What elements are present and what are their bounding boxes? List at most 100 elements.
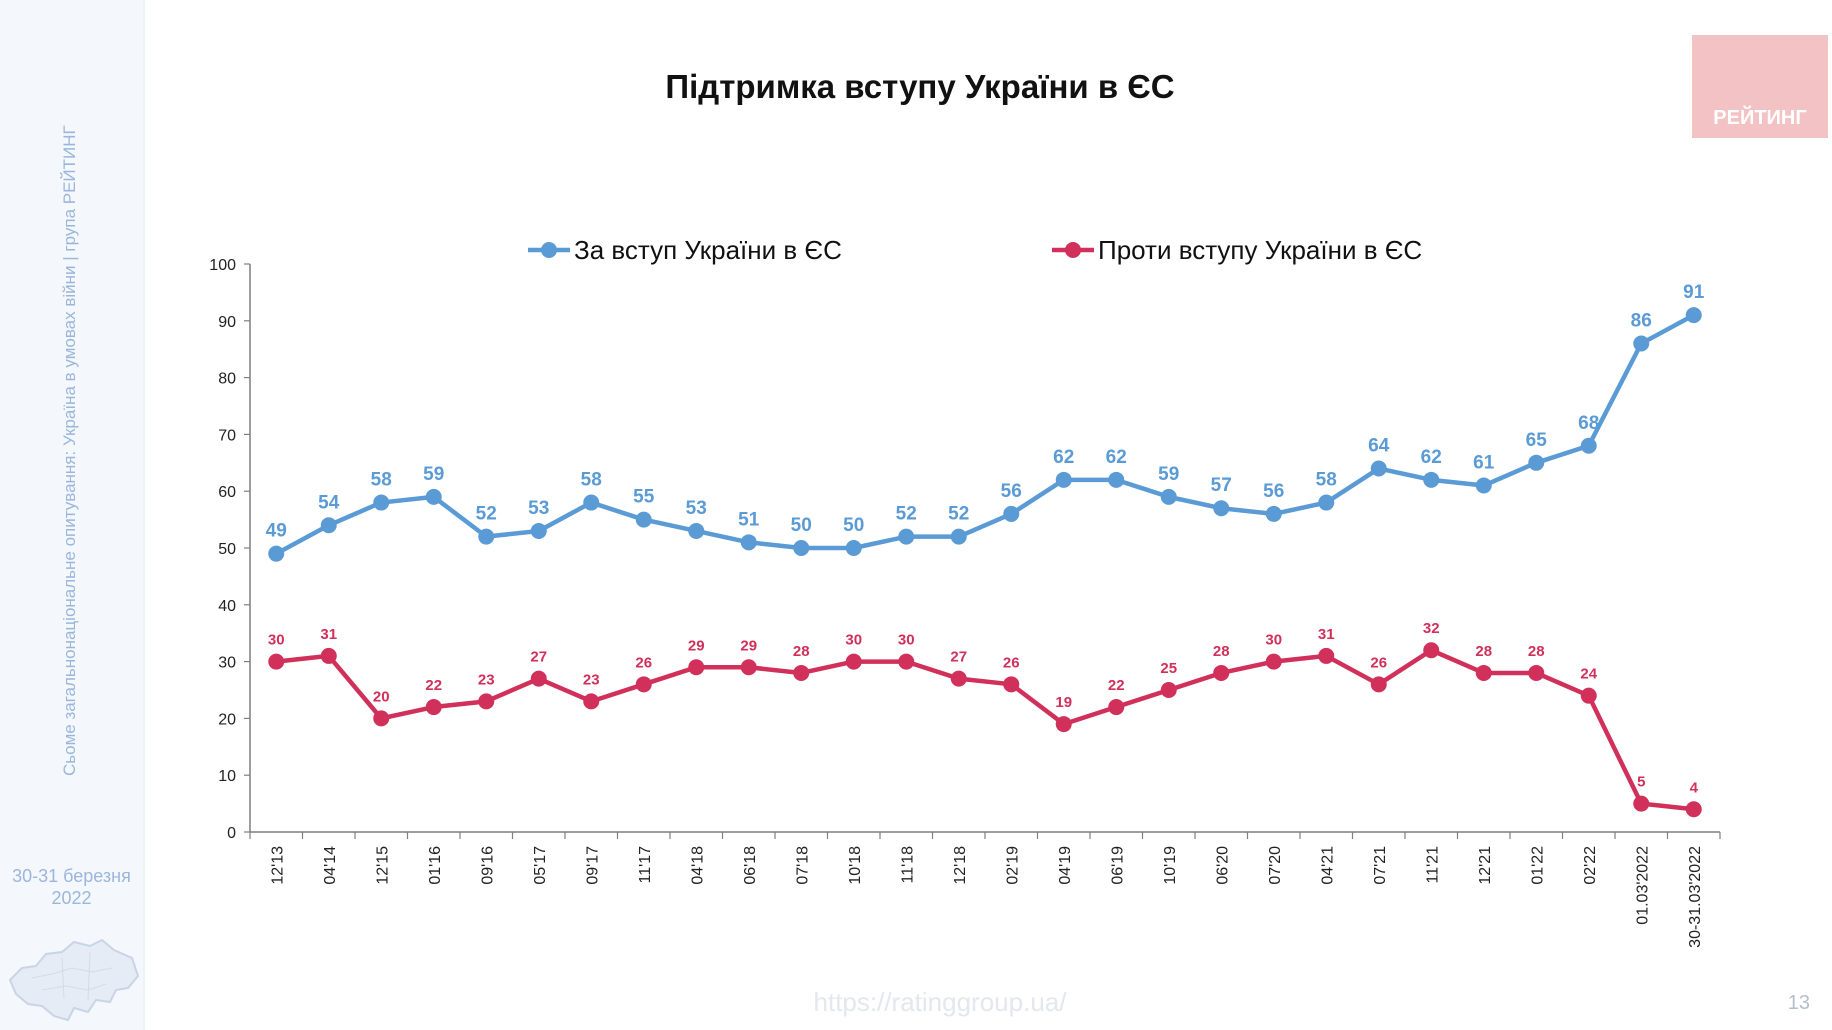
data-point [1213, 664, 1230, 681]
data-label: 23 [478, 671, 495, 688]
data-label: 56 [1001, 481, 1022, 502]
data-label: 58 [371, 470, 392, 491]
data-label: 24 [1580, 666, 1597, 683]
data-label: 31 [320, 626, 337, 643]
data-point [1475, 477, 1492, 494]
data-point [530, 522, 547, 539]
data-point [478, 693, 495, 710]
sidebar-date: 30-31 березня 2022 [0, 865, 143, 909]
data-label: 4 [1690, 779, 1699, 796]
data-point [530, 670, 547, 687]
data-label: 20 [373, 688, 390, 705]
data-point [845, 540, 862, 556]
data-point [793, 540, 810, 556]
x-category-label: 11'17 [637, 846, 654, 884]
data-label: 32 [1423, 620, 1440, 637]
data-point [1370, 676, 1387, 693]
data-point [425, 699, 442, 716]
sidebar: Сьоме загальнонаціональне опитування: Ук… [0, 0, 145, 1030]
data-point [898, 528, 915, 545]
data-point [320, 647, 337, 664]
data-point [373, 710, 390, 727]
data-label: 19 [1055, 694, 1072, 711]
x-category-label: 02'22 [1582, 846, 1599, 885]
rating-logo: РЕЙТИНГ [1692, 35, 1828, 138]
data-label: 30 [268, 632, 285, 649]
data-point [635, 511, 652, 528]
data-point [950, 528, 967, 545]
legend-swatch-marker [1065, 242, 1081, 258]
data-label: 61 [1473, 453, 1495, 474]
data-point [635, 676, 652, 693]
data-point [793, 664, 810, 681]
data-point [268, 653, 285, 670]
data-point [1633, 335, 1650, 352]
data-point [1685, 307, 1702, 324]
x-category-label: 06'19 [1109, 846, 1126, 885]
data-label: 59 [1158, 464, 1179, 485]
x-category-label: 06'20 [1214, 846, 1231, 885]
data-point [688, 522, 705, 539]
x-category-label: 01'16 [427, 846, 444, 885]
data-point [583, 494, 600, 511]
data-label: 49 [266, 521, 287, 542]
data-label: 26 [1003, 654, 1020, 671]
data-label: 86 [1631, 311, 1652, 332]
data-point [740, 659, 757, 676]
data-point [1003, 676, 1020, 693]
data-label: 25 [1160, 660, 1177, 677]
data-label: 50 [843, 515, 864, 536]
page-number: 13 [1787, 992, 1810, 1014]
data-label: 57 [1211, 475, 1232, 496]
x-category-label: 04'21 [1319, 846, 1336, 885]
data-point [1265, 653, 1282, 670]
data-point [1160, 488, 1177, 505]
data-point [1528, 664, 1545, 681]
x-category-label: 12'21 [1477, 846, 1494, 885]
data-label: 55 [633, 487, 655, 508]
series-line-for [275, 313, 1695, 556]
data-label: 91 [1683, 282, 1705, 303]
data-label: 28 [1528, 643, 1545, 660]
data-point [950, 670, 967, 687]
data-label: 54 [318, 492, 340, 513]
y-tick-label: 70 [218, 427, 236, 444]
y-tick-label: 10 [218, 768, 236, 785]
x-category-label: 12'18 [952, 846, 969, 885]
data-point [1423, 642, 1440, 659]
data-point [1370, 460, 1387, 477]
data-point [373, 494, 390, 511]
data-point [1685, 801, 1702, 818]
x-category-label: 04'14 [322, 846, 339, 885]
data-point [320, 517, 337, 534]
data-point [1580, 687, 1597, 704]
x-category-label: 09'17 [584, 846, 601, 885]
series-line-against [276, 647, 1694, 812]
footer-url[interactable]: https://ratinggroup.ua/ [813, 987, 1067, 1017]
data-label: 52 [476, 504, 497, 525]
data-point [1160, 682, 1177, 698]
x-category-label: 04'19 [1057, 846, 1074, 885]
data-label: 26 [1370, 654, 1387, 671]
sidebar-date-line2: 2022 [51, 888, 92, 908]
data-point [1318, 494, 1335, 511]
x-category-label: 12'15 [374, 846, 391, 885]
data-label: 26 [635, 654, 652, 671]
sidebar-date-line1: 30-31 березня [12, 866, 131, 886]
x-category-label: 10'19 [1162, 846, 1179, 885]
x-category-label: 02'19 [1004, 846, 1021, 885]
data-label: 5 [1637, 774, 1645, 791]
data-point [583, 693, 600, 710]
data-point [1580, 437, 1597, 454]
chart-title: Підтримка вступу України в ЄС [665, 68, 1175, 105]
data-point [425, 488, 442, 505]
data-label: 30 [845, 632, 862, 649]
rating-logo-text: РЕЙТИНГ [1713, 107, 1807, 129]
ukraine-map-icon [8, 938, 140, 1022]
data-label: 22 [1108, 677, 1125, 694]
x-category-label: 01'22 [1529, 846, 1546, 885]
data-label: 59 [423, 464, 444, 485]
legend-label: Проти вступу України в ЄС [1098, 235, 1422, 265]
data-point [1213, 500, 1230, 517]
